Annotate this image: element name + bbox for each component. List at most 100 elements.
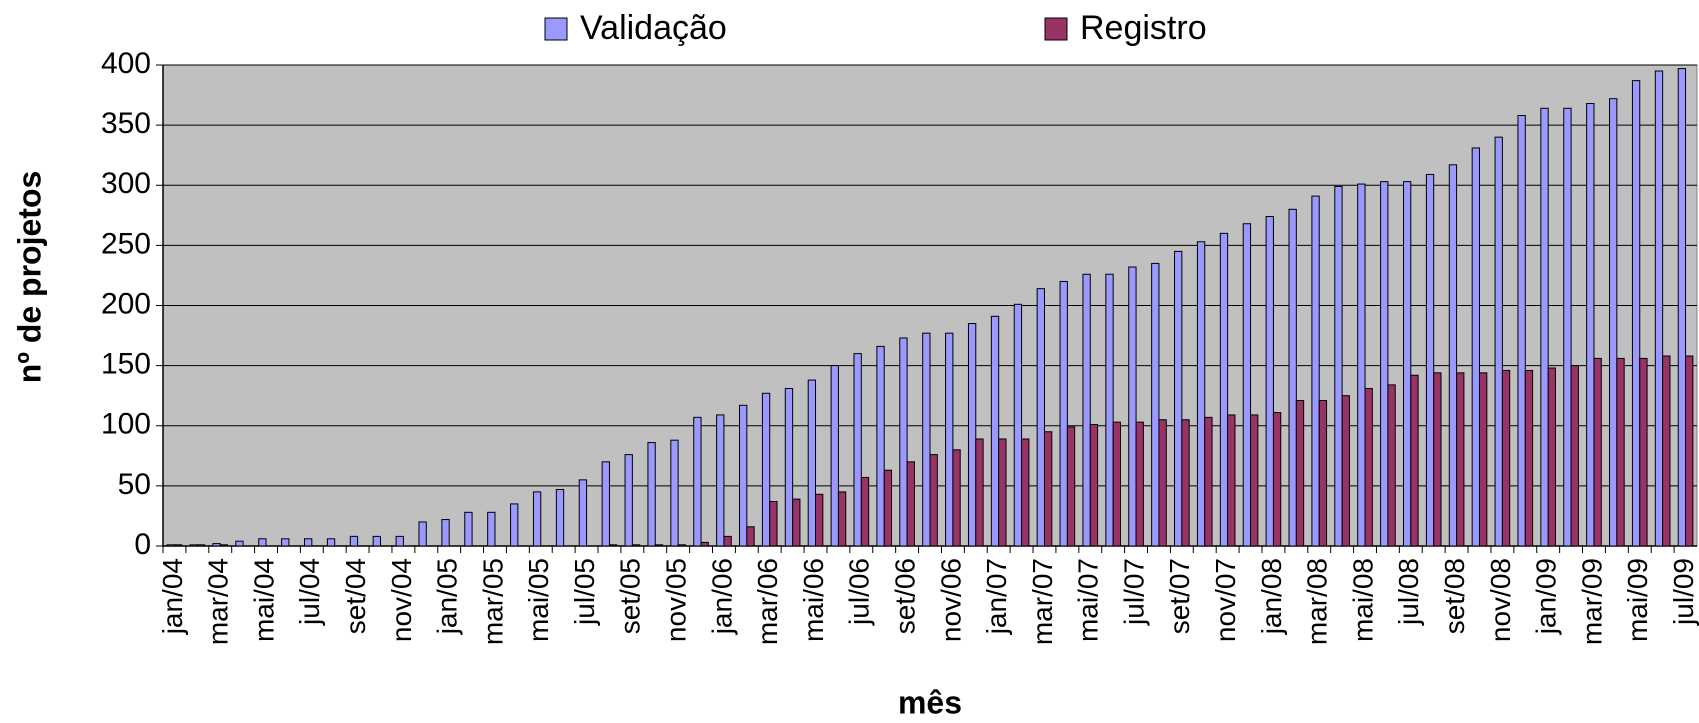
bar xyxy=(1501,369,1511,547)
bar xyxy=(235,540,244,547)
legend-label: Validação xyxy=(580,9,727,47)
bar xyxy=(196,544,206,547)
x-tick-label: mar/09 xyxy=(1576,558,1607,645)
x-tick-label: mar/06 xyxy=(752,558,783,645)
x-tick-label: mar/07 xyxy=(1027,558,1058,645)
bar xyxy=(1448,164,1458,547)
bar xyxy=(807,379,817,547)
bar xyxy=(1272,412,1282,547)
bar xyxy=(1425,173,1435,547)
bar xyxy=(418,521,427,547)
x-tick-label: mai/08 xyxy=(1347,558,1378,642)
bar xyxy=(1082,273,1091,547)
x-tick-label: set/06 xyxy=(889,558,920,634)
x-tick-label: nov/07 xyxy=(1210,558,1241,642)
bar xyxy=(1288,208,1297,547)
bar xyxy=(1174,250,1183,547)
bar xyxy=(815,493,824,547)
x-tick-label: jan/05 xyxy=(432,558,463,635)
bar xyxy=(219,544,229,547)
bar xyxy=(578,479,588,547)
x-tick-label: jan/06 xyxy=(706,558,737,635)
bar xyxy=(922,332,931,547)
bar xyxy=(929,454,938,547)
bar xyxy=(975,438,984,547)
bar xyxy=(372,535,382,547)
x-tick-label: nov/05 xyxy=(661,558,692,642)
bar xyxy=(967,323,977,547)
bar xyxy=(1135,421,1144,547)
bar xyxy=(1685,355,1694,547)
bar xyxy=(608,544,618,547)
bar xyxy=(1410,374,1419,547)
bar xyxy=(1341,395,1350,547)
bar xyxy=(1066,426,1076,547)
bar xyxy=(1593,357,1602,547)
y-tick-label: 100 xyxy=(101,408,151,441)
bar xyxy=(189,544,198,547)
bar xyxy=(723,535,732,547)
bar xyxy=(1677,68,1687,547)
y-tick-label: 300 xyxy=(101,167,151,200)
x-tick-label: jan/09 xyxy=(1531,558,1562,635)
bar xyxy=(1334,185,1343,547)
x-tick-label: mai/07 xyxy=(1073,558,1104,642)
bar xyxy=(532,491,542,547)
y-tick-label: 50 xyxy=(118,468,151,501)
bar xyxy=(746,526,755,547)
bar xyxy=(693,416,702,547)
y-tick-label: 0 xyxy=(134,528,151,561)
bar xyxy=(1540,107,1549,547)
y-tick-label: 250 xyxy=(101,227,151,260)
bar xyxy=(1563,107,1572,547)
x-tick-label: mai/04 xyxy=(248,558,279,642)
bar xyxy=(1387,384,1396,547)
x-tick-label: nov/06 xyxy=(935,558,966,642)
bar xyxy=(1227,414,1236,547)
bar xyxy=(677,544,686,547)
bar xyxy=(487,511,496,547)
bar xyxy=(624,454,633,547)
bar xyxy=(441,519,450,547)
x-tick-label: mai/09 xyxy=(1622,558,1653,642)
bar xyxy=(1616,357,1625,547)
bar xyxy=(1494,136,1503,547)
bar xyxy=(326,538,336,547)
bar xyxy=(1478,372,1488,547)
bar xyxy=(1586,102,1595,547)
bar xyxy=(952,449,961,547)
x-tick-label: jul/08 xyxy=(1393,558,1424,626)
x-tick-label: jan/04 xyxy=(157,558,188,635)
bar xyxy=(769,501,778,547)
bar xyxy=(1456,372,1465,547)
x-tick-label: jul/05 xyxy=(569,558,600,626)
x-axis-title: mês xyxy=(898,684,962,720)
bar xyxy=(1517,115,1526,547)
bar xyxy=(853,353,862,547)
bar xyxy=(1021,438,1030,547)
bar xyxy=(761,392,771,547)
bar xyxy=(1654,70,1664,547)
bar xyxy=(739,404,748,547)
x-tick-label: jan/07 xyxy=(981,558,1012,635)
bar xyxy=(349,535,359,547)
x-tick-label: jul/04 xyxy=(294,558,325,626)
x-tick-label: set/08 xyxy=(1439,558,1470,634)
x-tick-label: mar/08 xyxy=(1302,558,1333,645)
bar xyxy=(1311,195,1320,547)
bar xyxy=(1181,419,1190,547)
bar xyxy=(1265,216,1274,547)
bar xyxy=(700,541,709,547)
y-tick-label: 200 xyxy=(101,287,151,320)
bar xyxy=(1151,262,1160,547)
bar xyxy=(464,511,473,547)
y-tick-label: 150 xyxy=(101,348,151,381)
bar xyxy=(1524,369,1534,547)
bar xyxy=(1570,365,1579,547)
bar xyxy=(1639,357,1648,547)
bar xyxy=(990,315,1000,547)
bar xyxy=(899,337,908,547)
bar xyxy=(1357,183,1366,547)
bar xyxy=(1318,399,1328,547)
